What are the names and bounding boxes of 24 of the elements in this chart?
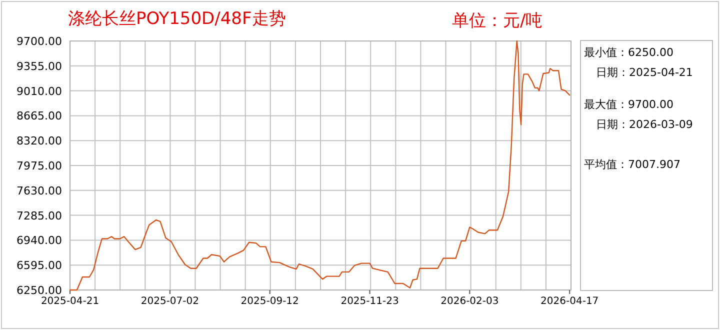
y-tick-label: 6595.00 (16, 259, 62, 272)
y-tick-label: 9010.00 (16, 84, 62, 98)
x-tick-label: 2026-04-17 (540, 296, 599, 307)
y-tick-label: 8320.00 (16, 134, 62, 148)
text: 平均值：7007.907 (584, 158, 680, 171)
text: 最小值：6250.00 (584, 46, 674, 59)
y-tick-label: 9700.00 (16, 35, 62, 48)
y-tick-label: 7285.00 (16, 209, 62, 222)
x-tick-label: 2025-04-21 (40, 296, 100, 307)
x-tick-label: 2025-07-02 (140, 296, 199, 307)
text: 日期：2025-04-21 (596, 66, 693, 79)
x-tick-label: 2026-02-03 (440, 296, 499, 307)
y-tick-label: 7975.00 (16, 160, 62, 172)
y-tick-label: 7630.00 (16, 184, 62, 198)
x-tick-label: 2025-09-12 (240, 296, 299, 307)
y-tick-label: 6940.00 (16, 234, 62, 248)
chart-title: 涤纶长丝POY150D/48F走势 (68, 9, 286, 29)
y-tick-label: 6250.00 (16, 284, 62, 297)
y-tick-label: 8665.00 (16, 110, 62, 123)
text: 最大值：9700.00 (584, 98, 674, 111)
text: 日期：2026-03-09 (596, 118, 693, 131)
x-tick-label: 2025-11-23 (340, 296, 399, 307)
chart-subtitle: 单位：元/吨 (452, 11, 543, 31)
y-tick-label: 9355.00 (16, 60, 62, 73)
